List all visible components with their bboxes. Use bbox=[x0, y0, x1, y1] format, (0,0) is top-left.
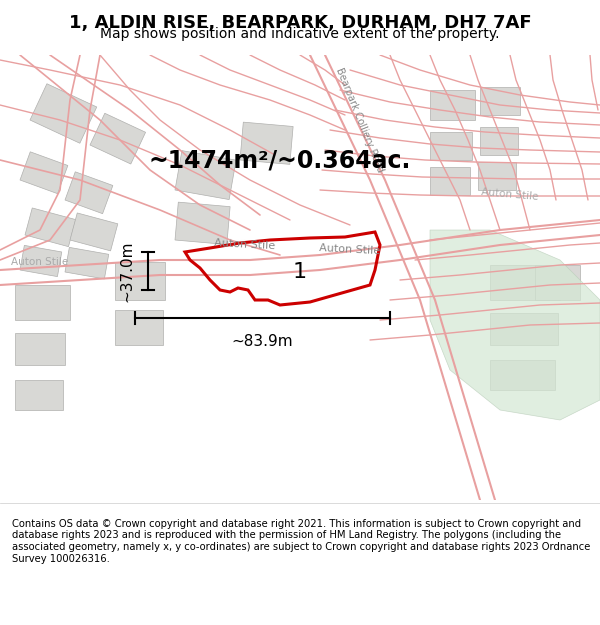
Bar bbox=[65, 172, 113, 214]
Text: ~1474m²/~0.364ac.: ~1474m²/~0.364ac. bbox=[149, 148, 411, 172]
Bar bbox=[65, 248, 109, 279]
Text: Bearpark Colliery Road: Bearpark Colliery Road bbox=[334, 66, 386, 174]
Bar bbox=[15, 285, 70, 320]
Polygon shape bbox=[430, 230, 600, 420]
Bar bbox=[535, 265, 580, 300]
Bar bbox=[480, 87, 520, 115]
Bar bbox=[430, 132, 472, 160]
Bar bbox=[115, 310, 163, 345]
Bar bbox=[30, 84, 97, 143]
Bar bbox=[430, 90, 475, 120]
Bar bbox=[115, 262, 165, 300]
Bar bbox=[25, 208, 76, 247]
Text: Auton Stile: Auton Stile bbox=[11, 257, 68, 267]
Text: Auton Stile: Auton Stile bbox=[481, 188, 539, 202]
Text: Auton Stile: Auton Stile bbox=[319, 243, 381, 257]
Text: Map shows position and indicative extent of the property.: Map shows position and indicative extent… bbox=[100, 28, 500, 41]
Bar bbox=[240, 122, 293, 164]
Bar bbox=[490, 265, 560, 300]
Bar bbox=[20, 152, 68, 194]
Bar bbox=[15, 333, 65, 365]
Text: ~37.0m: ~37.0m bbox=[119, 240, 134, 302]
Bar bbox=[490, 360, 555, 390]
Text: 1: 1 bbox=[293, 262, 307, 282]
Text: 1, ALDIN RISE, BEARPARK, DURHAM, DH7 7AF: 1, ALDIN RISE, BEARPARK, DURHAM, DH7 7AF bbox=[68, 14, 532, 32]
Bar bbox=[90, 113, 146, 164]
Text: ~83.9m: ~83.9m bbox=[232, 334, 293, 349]
Bar bbox=[478, 162, 516, 190]
Text: Auton Stile: Auton Stile bbox=[214, 238, 276, 252]
Bar bbox=[175, 202, 230, 244]
Bar bbox=[430, 167, 470, 195]
Bar bbox=[175, 151, 236, 199]
Bar bbox=[480, 127, 518, 155]
Text: Contains OS data © Crown copyright and database right 2021. This information is : Contains OS data © Crown copyright and d… bbox=[12, 519, 590, 564]
Bar bbox=[490, 313, 558, 345]
Bar bbox=[70, 213, 118, 251]
Bar bbox=[20, 246, 62, 277]
Bar bbox=[15, 380, 63, 410]
